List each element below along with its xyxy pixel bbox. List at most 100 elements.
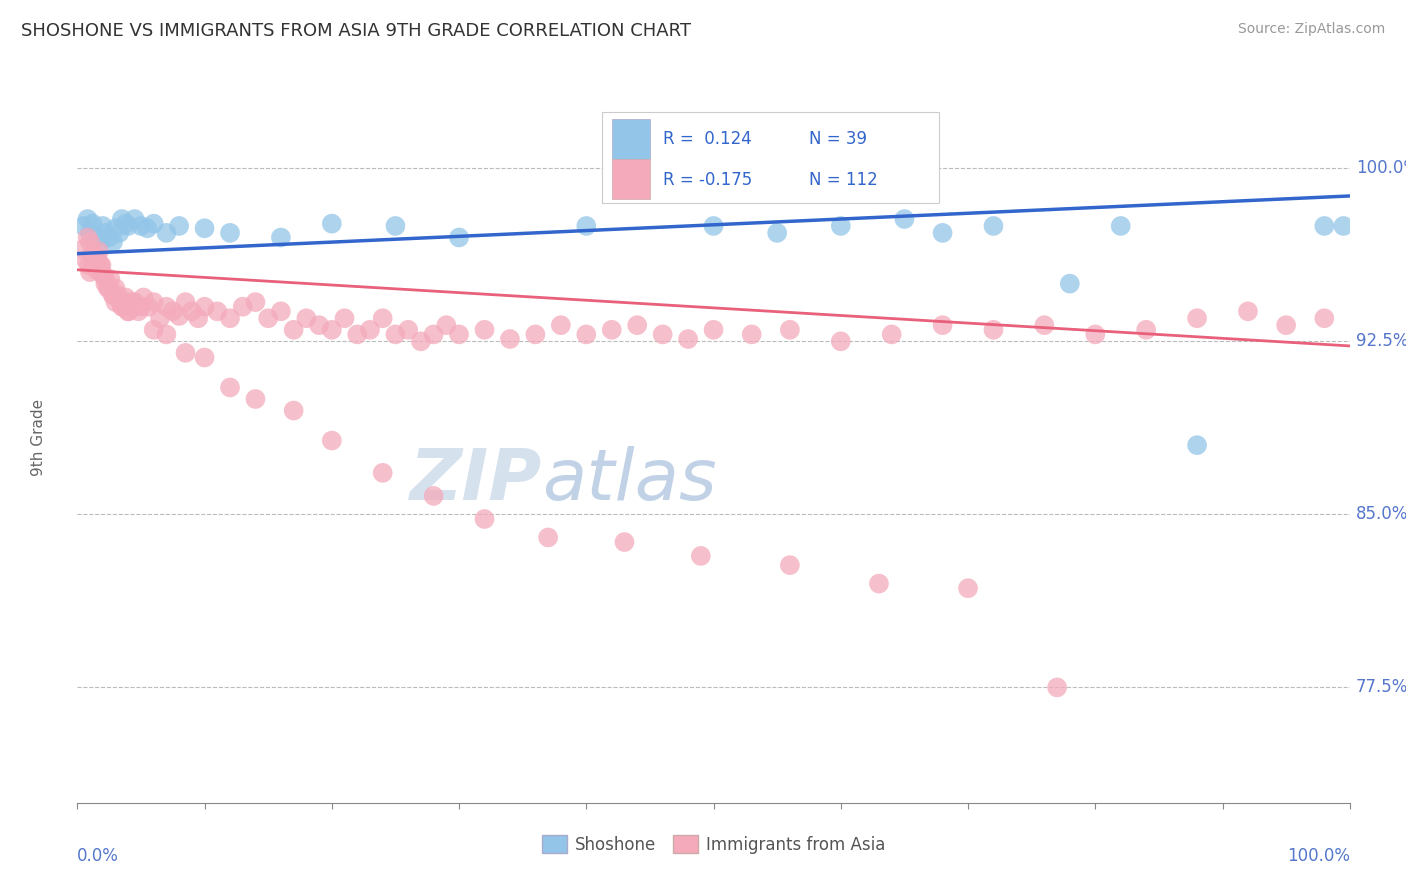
Point: [257, 311, 280, 326]
Point: [1084, 327, 1107, 342]
Point: [575, 219, 598, 233]
Point: [270, 230, 292, 244]
Legend: Shoshone, Immigrants from Asia: Shoshone, Immigrants from Asia: [534, 829, 893, 860]
Point: [396, 323, 419, 337]
Point: [1033, 318, 1056, 333]
Point: [1275, 318, 1298, 333]
Point: [371, 311, 394, 326]
Point: [283, 323, 305, 337]
Point: [194, 221, 217, 235]
Point: [524, 327, 547, 342]
Point: [1046, 681, 1069, 695]
Point: [98, 281, 121, 295]
Point: [117, 304, 139, 318]
Point: [111, 300, 134, 314]
Point: [89, 262, 111, 277]
Point: [779, 323, 801, 337]
Point: [422, 327, 444, 342]
Point: [104, 295, 127, 310]
Point: [245, 392, 267, 406]
Point: [149, 311, 172, 326]
Point: [82, 244, 104, 259]
Point: [676, 332, 699, 346]
Point: [94, 277, 117, 291]
Text: atlas: atlas: [541, 447, 717, 516]
Point: [893, 212, 915, 227]
Point: [101, 288, 124, 302]
Point: [537, 531, 560, 545]
Point: [333, 311, 356, 326]
Point: [1185, 311, 1208, 326]
Point: [91, 219, 114, 233]
Point: [270, 304, 292, 318]
Point: [830, 219, 852, 233]
Point: [194, 351, 217, 365]
Point: [89, 235, 111, 249]
Point: [75, 253, 97, 268]
Point: [91, 268, 114, 282]
Point: [114, 217, 136, 231]
Point: [1237, 304, 1260, 318]
Point: [219, 380, 242, 394]
Point: [741, 327, 763, 342]
Point: [550, 318, 572, 333]
Point: [409, 334, 432, 349]
Point: [983, 219, 1005, 233]
Point: [575, 327, 598, 342]
Point: [76, 230, 98, 244]
Point: [114, 291, 136, 305]
Point: [132, 291, 155, 305]
Point: [830, 334, 852, 349]
FancyBboxPatch shape: [612, 159, 650, 199]
Point: [82, 217, 104, 231]
Text: N = 39: N = 39: [808, 130, 868, 148]
Point: [94, 226, 117, 240]
Point: [880, 327, 903, 342]
Point: [142, 217, 165, 231]
Point: [82, 249, 104, 263]
Point: [499, 332, 522, 346]
Point: [321, 434, 343, 448]
Point: [703, 323, 725, 337]
Point: [104, 221, 127, 235]
Point: [167, 309, 190, 323]
Point: [626, 318, 648, 333]
Point: [321, 323, 343, 337]
Point: [766, 226, 789, 240]
Point: [1313, 311, 1336, 326]
Point: [86, 253, 108, 268]
Point: [187, 311, 209, 326]
Point: [98, 230, 121, 244]
Point: [689, 549, 711, 563]
Point: [219, 311, 242, 326]
Text: Source: ZipAtlas.com: Source: ZipAtlas.com: [1237, 22, 1385, 37]
Point: [83, 253, 105, 268]
Point: [167, 219, 190, 233]
Point: [245, 295, 267, 310]
FancyBboxPatch shape: [602, 112, 939, 203]
Point: [142, 295, 165, 310]
Text: 9th Grade: 9th Grade: [31, 399, 45, 475]
Text: 100.0%: 100.0%: [1286, 847, 1350, 864]
Point: [422, 489, 444, 503]
Point: [94, 272, 117, 286]
Point: [174, 346, 197, 360]
Point: [359, 323, 381, 337]
Point: [1331, 219, 1354, 233]
Text: 100.0%: 100.0%: [1357, 160, 1406, 178]
Point: [77, 258, 100, 272]
Point: [371, 466, 394, 480]
Point: [138, 300, 160, 314]
Point: [180, 304, 202, 318]
Point: [127, 304, 149, 318]
Point: [136, 221, 159, 235]
Text: 85.0%: 85.0%: [1357, 506, 1406, 524]
Point: [1313, 219, 1336, 233]
Point: [117, 219, 139, 233]
Point: [101, 235, 124, 249]
Point: [104, 281, 127, 295]
Point: [868, 576, 890, 591]
Point: [155, 300, 177, 314]
Point: [86, 230, 108, 244]
Point: [651, 327, 673, 342]
